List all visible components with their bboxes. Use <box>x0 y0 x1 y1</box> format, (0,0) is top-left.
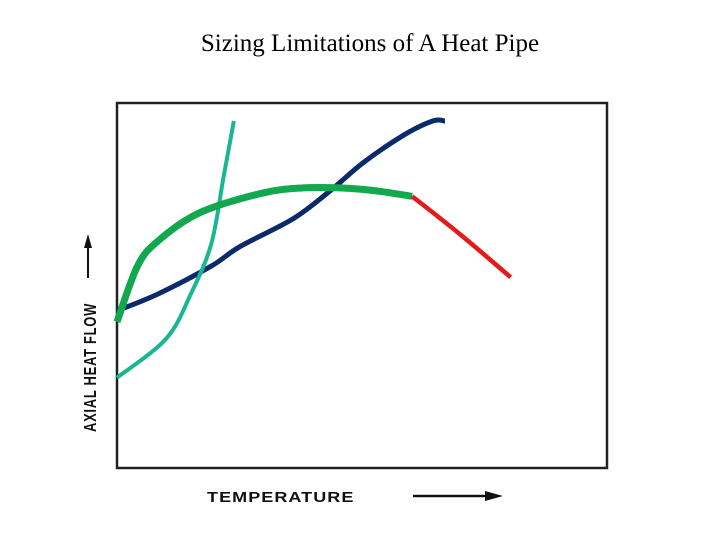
series-line-2 <box>115 120 236 380</box>
x-axis-arrow <box>413 491 503 501</box>
series-line-3 <box>113 183 413 324</box>
chart-title: Sizing Limitations of A Heat Pipe <box>200 30 540 57</box>
y-axis-arrow <box>84 234 92 278</box>
y-axis-label: AXIAL HEAT FLOW <box>81 303 101 432</box>
series-line-1 <box>116 117 446 314</box>
plot-frame <box>115 101 609 470</box>
x-axis-label: TEMPERATURE <box>207 490 354 506</box>
series-line-4 <box>410 194 513 279</box>
series-layer <box>113 117 513 380</box>
